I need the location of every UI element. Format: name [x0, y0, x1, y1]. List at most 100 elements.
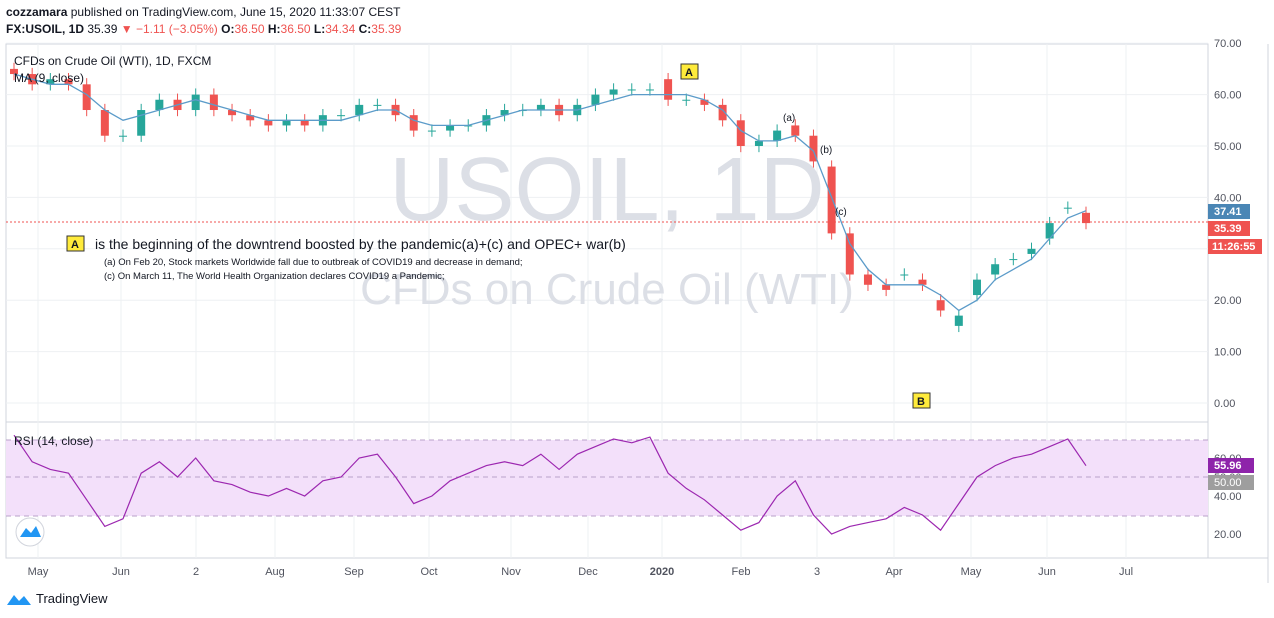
annotation-a-legend-box[interactable] [66, 235, 85, 252]
candle-body [918, 279, 927, 285]
price-tick-label: 20.00 [1214, 295, 1242, 307]
candle-body [500, 110, 509, 116]
time-tick-label: Apr [885, 566, 902, 578]
author-name: cozzamara [6, 5, 68, 19]
candle-body [991, 264, 1000, 275]
time-axis[interactable]: May Jun 2 Aug Sep Oct Nov Dec 2020 Feb 3 Apr May Jun J… [28, 566, 1133, 578]
rsi-value-badge [1208, 458, 1254, 473]
annotation-a-box[interactable] [680, 63, 699, 80]
rsi-mid-text: 50.00 [1214, 477, 1242, 489]
candle-body [882, 284, 891, 290]
candle-body [682, 99, 691, 101]
rsi-band [6, 440, 1208, 516]
time-tick-label: 3 [814, 566, 820, 578]
candle-body [427, 130, 436, 132]
candle-body [627, 89, 636, 91]
ma-legend[interactable]: MA (9, close) [14, 71, 84, 85]
time-tick-label: 2 [193, 566, 199, 578]
candle-body [863, 274, 872, 285]
wave-label-c: (c) [835, 207, 847, 218]
candle-body [373, 104, 382, 106]
rsi-legend[interactable]: RSI (14, close) [14, 434, 93, 448]
candle-body [1027, 248, 1036, 254]
candle-body [355, 104, 364, 116]
last-price: 35.39 [87, 22, 118, 36]
candle-body [1082, 212, 1090, 224]
candle-body [736, 120, 745, 146]
candle-body [645, 89, 654, 91]
candle-body [246, 115, 255, 121]
price-tick-label: 10.00 [1214, 347, 1242, 359]
open-value: 36.50 [234, 22, 265, 36]
ma-series-path [13, 73, 1087, 312]
annotation-note-c: (c) On March 11, The World Health Organi… [104, 271, 445, 282]
candle-body [137, 110, 146, 136]
candle-body [446, 125, 455, 131]
candle-body [754, 140, 763, 146]
candle-body [10, 68, 18, 75]
price-tick-label: 40.00 [1214, 192, 1242, 204]
candle-body [664, 79, 673, 100]
brand-name: TradingView [36, 591, 108, 606]
rsi-mid-badge [1208, 475, 1254, 490]
rsi-series-path [13, 434, 1087, 535]
close-label: C: [358, 22, 372, 36]
wave-label-a: (a) [783, 113, 795, 124]
candle-body [1009, 259, 1018, 261]
candle-body [609, 89, 618, 95]
brand-footer[interactable]: TradingView [6, 591, 108, 606]
candle-body [536, 104, 545, 111]
annotation-b-box[interactable] [912, 392, 931, 409]
countdown-badge [1208, 239, 1262, 254]
open-label: O: [221, 22, 235, 36]
candle-body [1063, 207, 1072, 209]
candle-body [700, 99, 709, 105]
rsi-value-text: 55.96 [1214, 460, 1242, 472]
chart-area[interactable]: USOIL, 1D CFDs on Crude Oil (WTI) 70.00 6… [0, 38, 1274, 584]
candle-body [845, 233, 854, 275]
tradingview-logo-icon [7, 594, 31, 605]
candle-body [64, 79, 73, 85]
candle-body [82, 84, 91, 111]
annotation-note-a: (a) On Feb 20, Stock markets Worldwide f… [104, 257, 523, 268]
candle-body [1045, 223, 1054, 239]
candle-body [773, 130, 782, 141]
instrument-legend[interactable]: CFDs on Crude Oil (WTI), 1D, FXCM [14, 54, 211, 68]
annotation-main-text: is the beginning of the downtrend booste… [95, 236, 626, 252]
candle-body [264, 120, 273, 126]
price-tick-label: 60.00 [1214, 90, 1242, 102]
price-tick-label: 0.00 [1214, 398, 1235, 410]
time-tick-label: Dec [578, 566, 598, 578]
candle-body [936, 300, 945, 311]
last-price-badge-text: 35.39 [1214, 223, 1242, 235]
time-tick-label: Feb [732, 566, 751, 578]
candle-body [718, 104, 727, 121]
annotation-a-letter: A [685, 67, 693, 79]
candle-body [954, 315, 963, 326]
low-value: 34.34 [325, 22, 356, 36]
time-tick-label: Nov [501, 566, 521, 578]
watermark-symbol: USOIL, 1D [389, 140, 824, 240]
annotation-a-legend-letter: A [71, 239, 79, 251]
candle-body [900, 274, 909, 276]
price-tick-label: 50.00 [1214, 141, 1242, 153]
candle-body [827, 166, 836, 234]
candle-body [791, 125, 800, 136]
ma-value-text: 37.41 [1214, 206, 1242, 218]
grid-lines [6, 42, 1208, 558]
rsi-line [13, 434, 1087, 535]
last-price-badge [1208, 221, 1250, 236]
time-tick-label: Oct [420, 566, 437, 578]
time-tick-label: May [28, 566, 49, 578]
time-tick-label: Aug [265, 566, 285, 578]
candle-body [119, 135, 128, 137]
rsi-tick-label: 40.00 [1214, 491, 1242, 503]
close-value: 35.39 [371, 22, 402, 36]
candle-body [282, 120, 291, 126]
symbol-label: FX:USOIL, 1D [6, 22, 85, 36]
watermark-name: CFDs on Crude Oil (WTI) [360, 265, 854, 314]
candle-body [155, 99, 164, 111]
price-tick-label: 70.00 [1214, 38, 1242, 50]
candle-body [409, 115, 418, 131]
candle-body [46, 79, 55, 85]
